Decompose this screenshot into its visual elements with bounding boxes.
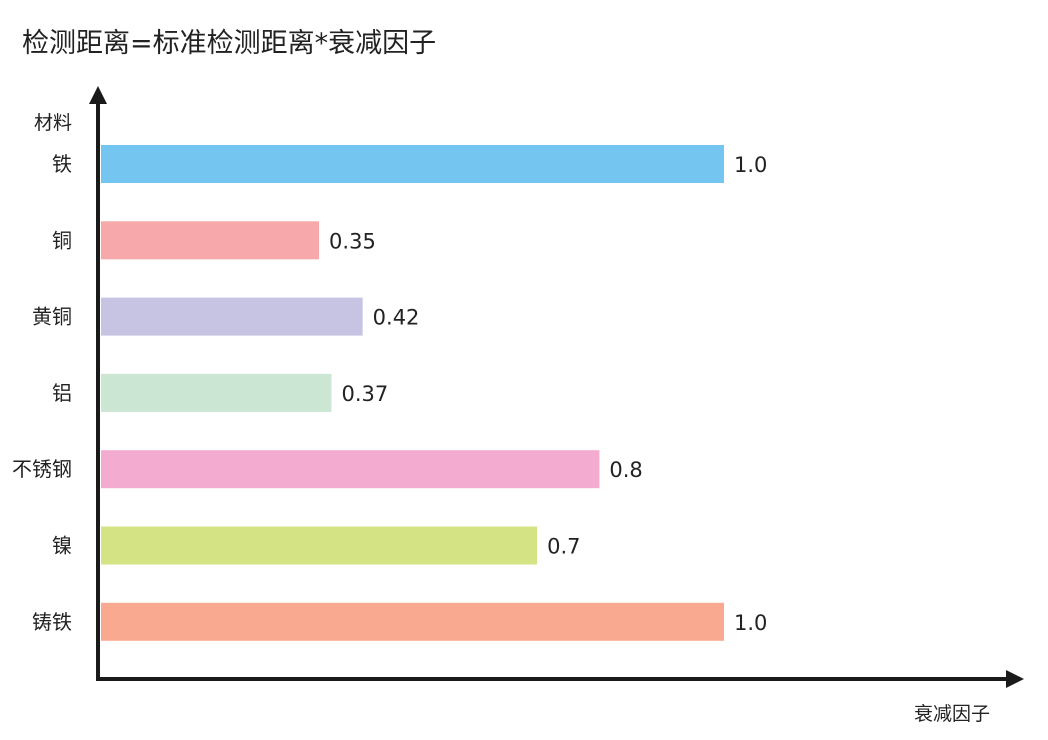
y-axis-label: 材料 (34, 112, 72, 134)
y-axis-arrow (89, 86, 107, 104)
category-label-1: 铜 (52, 228, 72, 252)
chart-title: 检测距离=标准检测距离*衰减因子 (22, 28, 436, 59)
bar-3 (101, 373, 332, 412)
value-label-3: 0.37 (342, 382, 389, 406)
value-label-6: 1.0 (734, 611, 767, 635)
bar-4 (101, 450, 600, 489)
category-label-5: 镍 (52, 534, 72, 558)
value-label-1: 0.35 (329, 229, 376, 253)
category-label-2: 黄铜 (32, 305, 72, 329)
value-label-4: 0.8 (609, 458, 642, 482)
value-label-0: 1.0 (734, 153, 767, 177)
bars-layer: 铁 1.0 铜 0.35 黄铜 0.42 铝 0.37 不锈钢 0.8 镍 0.7 铸铁 1.0 (12, 145, 767, 641)
x-axis-label: 衰减因子 (914, 703, 990, 725)
category-label-3: 铝 (52, 381, 72, 405)
bar-6 (101, 602, 724, 641)
value-label-2: 0.42 (373, 306, 420, 330)
category-label-6: 铸铁 (32, 610, 72, 634)
axes-layer (89, 86, 1024, 688)
x-axis-arrow (1006, 670, 1024, 688)
category-label-4: 不锈钢 (12, 457, 72, 481)
bar-1 (101, 221, 320, 260)
bar-2 (101, 297, 363, 336)
value-label-5: 0.7 (547, 535, 580, 559)
bar-5 (101, 526, 538, 565)
category-label-0: 铁 (52, 152, 72, 176)
bar-0 (101, 145, 724, 183)
